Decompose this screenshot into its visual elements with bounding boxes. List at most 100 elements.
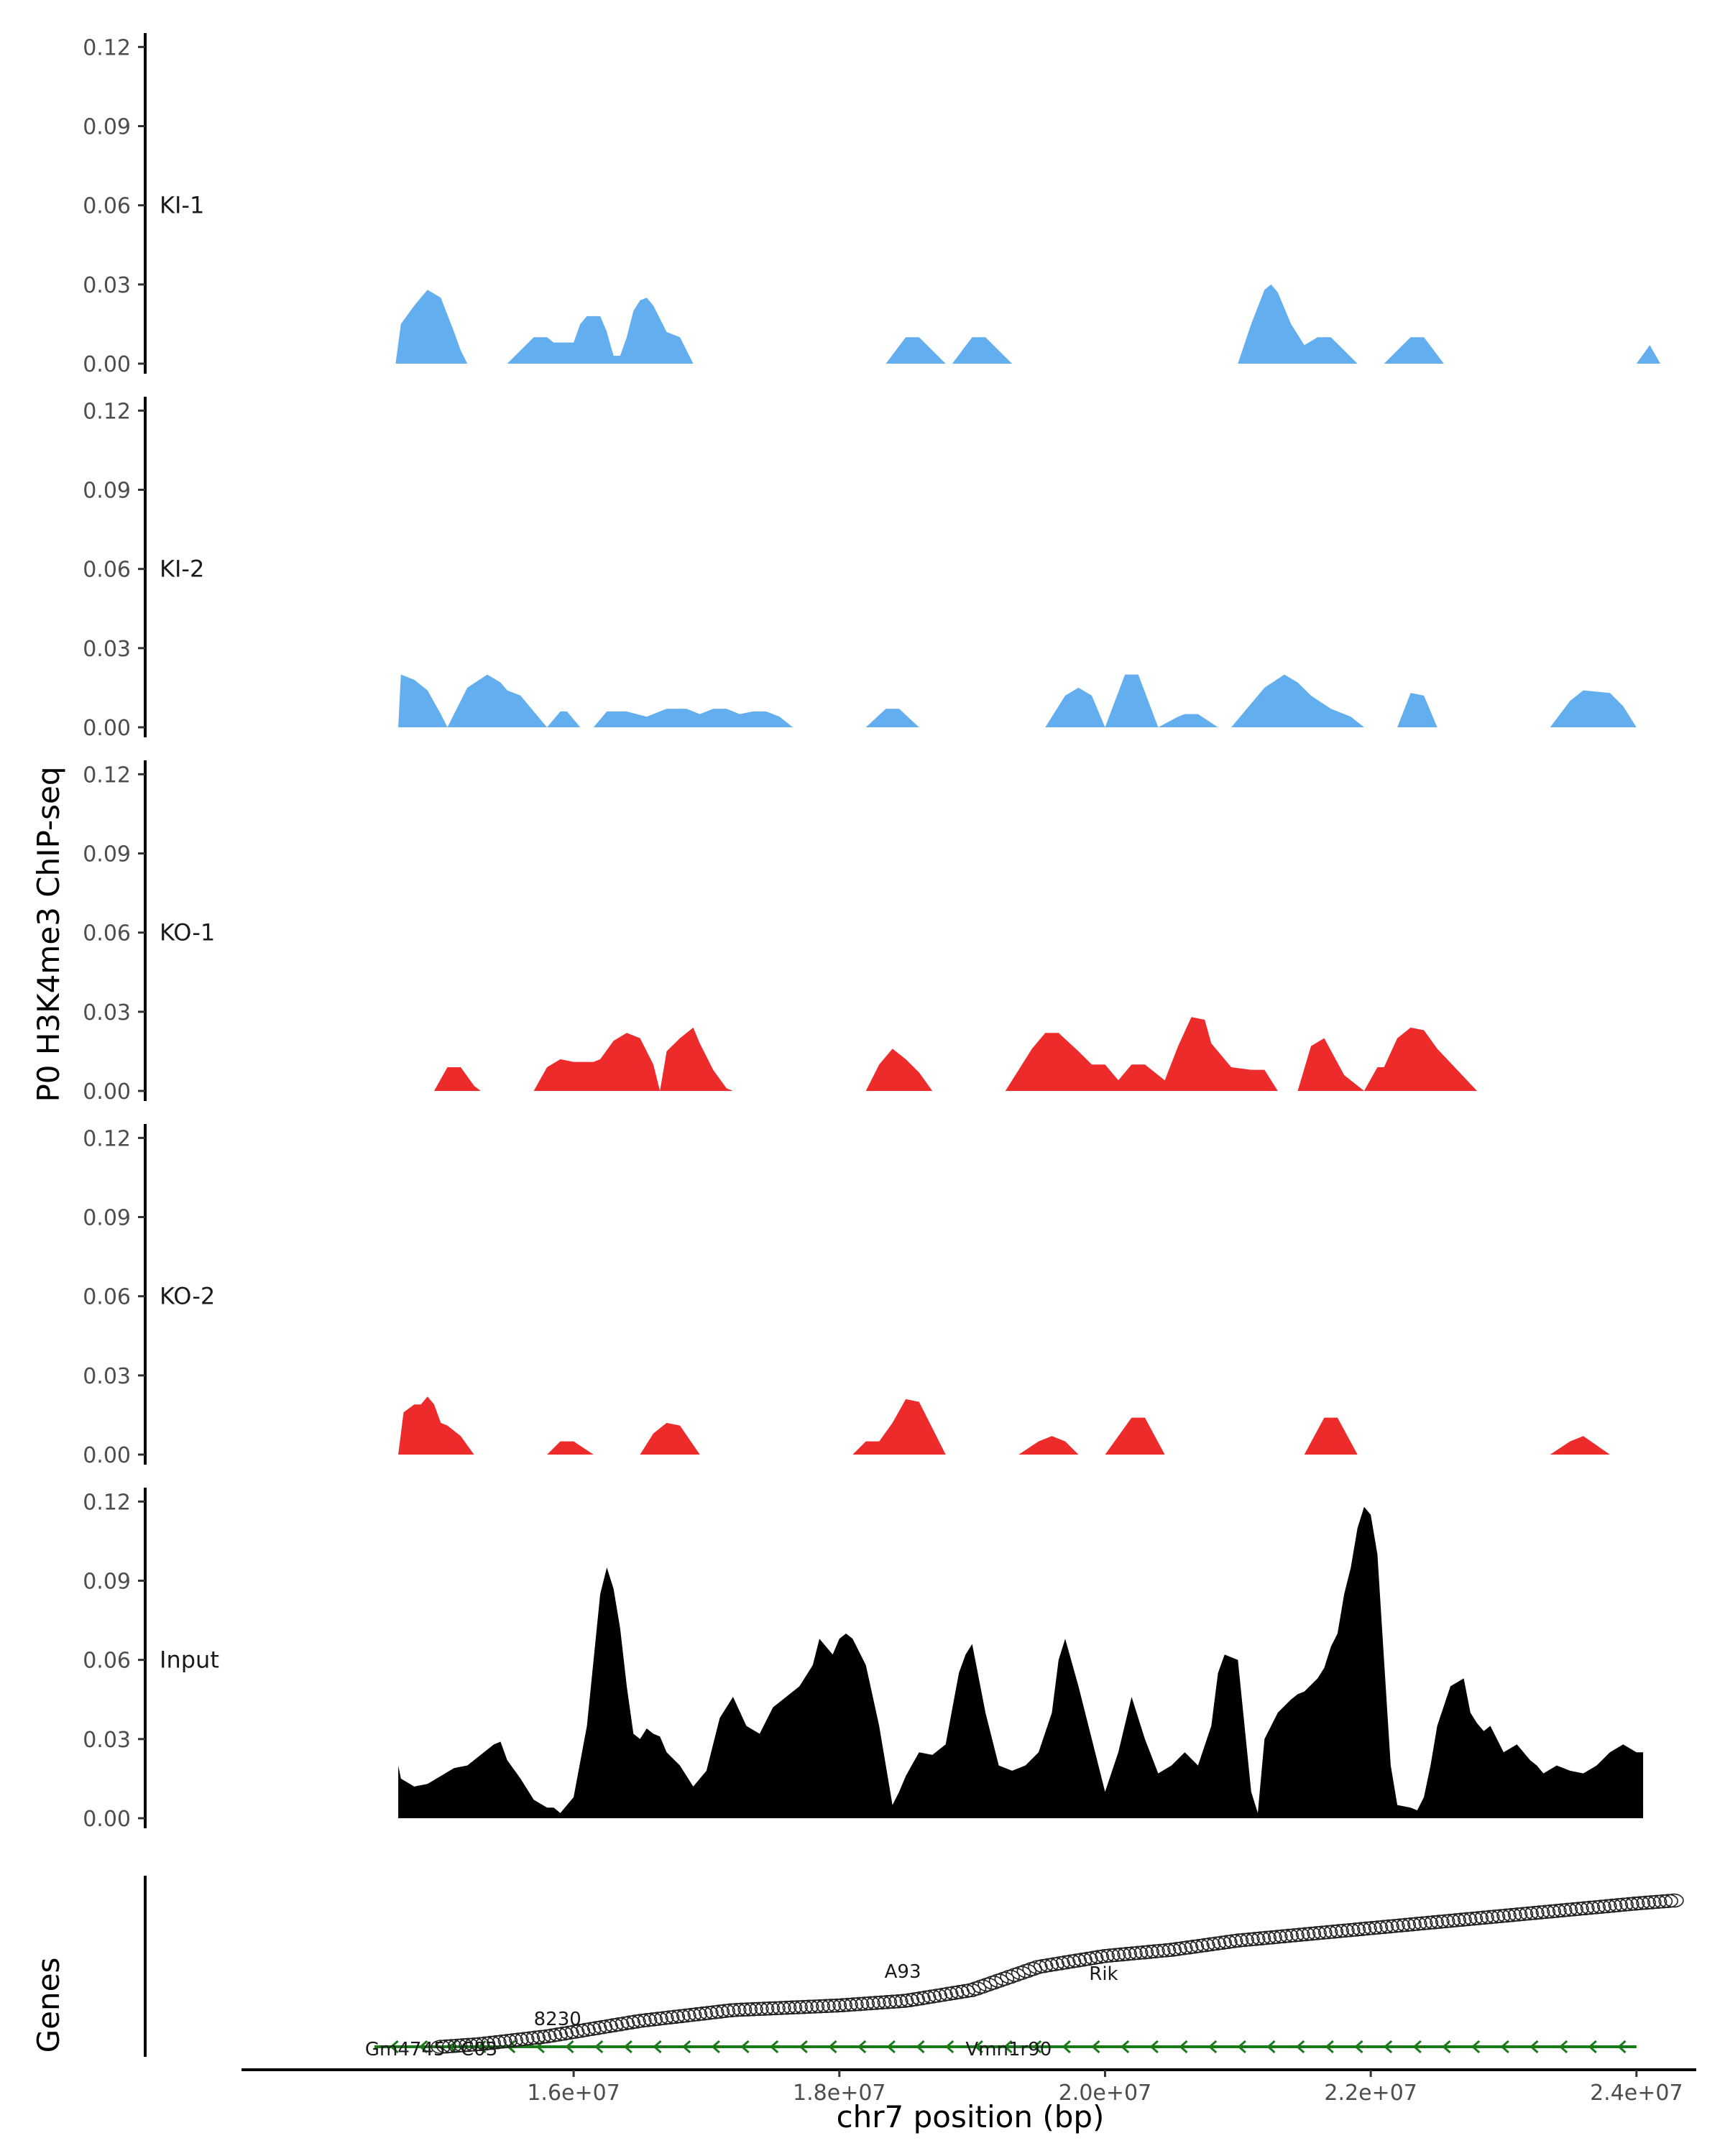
y-tick-label: 0.03: [83, 1728, 131, 1753]
x-tick-label: 1.6e+07: [527, 2081, 620, 2106]
gene-strand-arrow: [1149, 2040, 1159, 2054]
gene-glyph: [794, 1999, 814, 2014]
gene-strand-arrow: [1003, 2040, 1013, 2054]
x-axis: 1.6e+07 1.8e+07 2.0e+07 2.2e+07 2.4e+07: [242, 2068, 1696, 2106]
y-tick-label: 0.12: [83, 399, 131, 424]
gene-glyph: [1596, 1899, 1617, 1914]
gene-glyph: [1552, 1903, 1573, 1917]
tracks-layer: 0.00 0.03 0.06 0.09 0.12 KI-1 0.00 0.03 0.06 0.09…: [83, 33, 1661, 1832]
gene-strand-arrow: [857, 2040, 867, 2054]
gene-glyph: [1524, 1906, 1545, 1920]
gene-glyph: [754, 2001, 775, 2016]
gene-glyph: [1407, 1917, 1427, 1931]
gene-glyph: [431, 2040, 451, 2054]
gene-strand-arrow: [1558, 2040, 1568, 2054]
x-axis-title: chr7 position (bp): [837, 2099, 1105, 2134]
gene-glyph: [1418, 1915, 1439, 1930]
gene-glyph: [1591, 1899, 1611, 1914]
gene-strand-arrow: [1325, 2040, 1334, 2054]
track-label: KO-2: [160, 1283, 215, 1310]
gene-glyph: [1474, 1910, 1494, 1925]
y-tick-label: 0.12: [83, 1126, 131, 1151]
gene-glyph: [832, 1998, 853, 2012]
gene-glyph: [1558, 1902, 1578, 1917]
gene-glyph: [1647, 1894, 1668, 1909]
gene-glyph: [1496, 1908, 1517, 1923]
gene-glyph: [1569, 1902, 1589, 1916]
gene-glyph: [1323, 1925, 1344, 1939]
gene-strand-arrow: [1208, 2040, 1218, 2054]
x-tick-label: 2.4e+07: [1590, 2081, 1683, 2106]
gene-strand-arrow: [565, 2040, 574, 2054]
y-tick-label: 0.03: [83, 637, 131, 662]
gene-glyph: [1307, 1926, 1327, 1940]
gene-glyph: [1105, 1948, 1126, 1963]
gene-strand-arrow: [594, 2040, 604, 2054]
gene-glyph: [1240, 1932, 1260, 1947]
y-tick-label: 0.09: [83, 1206, 131, 1231]
y-tick-label: 0.03: [83, 273, 131, 298]
gene-glyph: [1139, 1945, 1159, 1959]
gene-glyph: [877, 1995, 898, 2009]
gene-glyph: [855, 1996, 875, 2011]
y-tick-label: 0.12: [83, 1490, 131, 1515]
gene-glyph: [827, 1998, 847, 2013]
gene-glyph: [1312, 1925, 1333, 1940]
gene-glyph: [1145, 1944, 1165, 1959]
gene-glyph: [1619, 1897, 1639, 1912]
area-input: [398, 1506, 1644, 1818]
gene-glyph: [994, 1971, 1015, 1986]
gene-glyph: [1245, 1932, 1266, 1946]
gene-strand-arrow: [1237, 2040, 1246, 2054]
gene-strand-arrow: [1412, 2040, 1422, 2054]
gene-glyph: [860, 1996, 880, 2011]
gene-glyph: [1396, 1917, 1417, 1932]
gene-strand-arrow: [1120, 2040, 1130, 2054]
gene-glyph: [821, 1999, 842, 2013]
gene-glyph: [804, 1999, 825, 2014]
gene-glyph: [748, 2001, 769, 2017]
gene-glyph: [1329, 1924, 1349, 1938]
gene-glyph: [1424, 1915, 1444, 1930]
gene-glyph: [1435, 1914, 1455, 1929]
gene-glyph: [1664, 1893, 1684, 1908]
gene-label: Vmn1r90: [965, 2039, 1052, 2060]
gene-glyph: [871, 1995, 892, 2010]
gene-glyph: [1580, 1900, 1601, 1915]
gene-glyph: [1658, 1894, 1678, 1908]
y-tick-label: 0.00: [83, 1443, 131, 1468]
y-tick-label: 0.06: [83, 558, 131, 583]
gene-glyph: [1652, 1894, 1673, 1909]
gene-strand-arrow: [623, 2040, 632, 2054]
gene-strand-arrow: [769, 2040, 779, 2054]
gene-glyph: [1574, 1901, 1595, 1916]
gene-glyph: [1357, 1921, 1377, 1936]
gene-strand-arrow: [828, 2040, 837, 2054]
gene-label: C03: [461, 2039, 497, 2060]
gene-glyph: [1000, 1969, 1020, 1984]
gene-strand-arrow: [1091, 2040, 1100, 2054]
gene-glyph: [1234, 1932, 1254, 1948]
gene-glyph: [1111, 1947, 1132, 1962]
x-tick-label: 2.0e+07: [1059, 2081, 1151, 2106]
gene-glyph: [1642, 1895, 1662, 1909]
gene-glyph: [726, 2002, 747, 2017]
gene-glyph: [1301, 1926, 1322, 1941]
y-tick-label: 0.06: [83, 1649, 131, 1674]
gene-glyph: [978, 1977, 998, 1992]
gene-glyph: [760, 2001, 781, 2016]
area-ki-1: [395, 284, 1661, 364]
gene-strand-arrow: [1471, 2040, 1481, 2054]
genes-track: Gm4745 C03 A93 8230 Vmn1r90 Rik: [144, 1876, 1684, 2060]
gene-glyph: [1446, 1913, 1466, 1927]
gene-glyph: [1123, 1946, 1143, 1961]
gene-glyph: [1267, 1930, 1288, 1944]
gene-strand-arrow: [1032, 2040, 1042, 2054]
y-tick-label: 0.03: [83, 1364, 131, 1389]
y-tick-label: 0.09: [83, 842, 131, 867]
y-tick-label: 0.03: [83, 1000, 131, 1026]
gene-glyph: [1614, 1897, 1634, 1912]
gene-glyph: [1602, 1898, 1623, 1913]
x-tick-label: 2.2e+07: [1324, 2081, 1417, 2106]
